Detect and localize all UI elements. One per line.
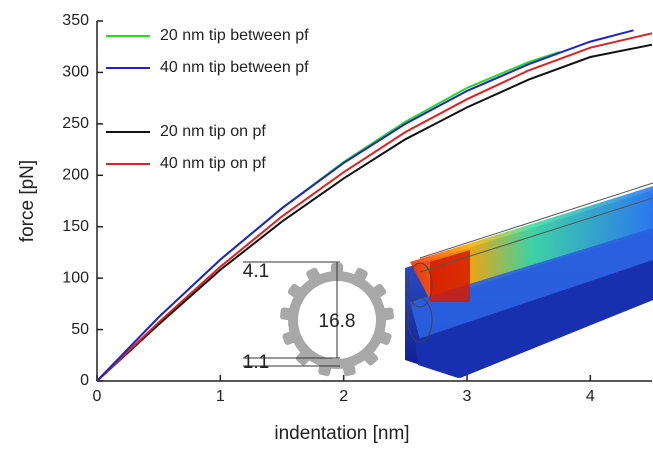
x-tick-label: 3 <box>463 388 472 405</box>
y-tick-label: 300 <box>62 64 89 81</box>
y-tick-label: 350 <box>62 12 89 29</box>
annotation: 4.1 <box>243 261 269 282</box>
x-tick-label: 2 <box>339 388 348 405</box>
x-tick-label: 1 <box>216 388 225 405</box>
y-tick-label: 50 <box>71 321 89 338</box>
x-axis-label: indentation [nm] <box>274 423 409 444</box>
series-line <box>96 43 653 382</box>
y-axis-label: force [pN] <box>17 160 38 242</box>
series-line <box>96 29 634 382</box>
legend-label: 40 nm tip on pf <box>160 155 266 172</box>
y-tick-label: 100 <box>62 269 89 286</box>
legend-label: 20 nm tip between pf <box>160 27 309 44</box>
series-line <box>96 32 653 382</box>
legend-label: 40 nm tip between pf <box>160 59 309 76</box>
legend-label: 20 nm tip on pf <box>160 123 266 140</box>
x-tick-label: 0 <box>93 388 102 405</box>
y-tick-label: 200 <box>62 167 89 184</box>
annotation: 16.8 <box>319 311 356 332</box>
render-inset <box>405 182 653 378</box>
annotation: 1.1 <box>243 352 269 373</box>
y-tick-label: 0 <box>80 372 89 389</box>
y-tick-label: 250 <box>62 115 89 132</box>
x-tick-label: 4 <box>586 388 595 405</box>
gear-inset <box>243 261 394 377</box>
y-tick-label: 150 <box>62 218 89 235</box>
